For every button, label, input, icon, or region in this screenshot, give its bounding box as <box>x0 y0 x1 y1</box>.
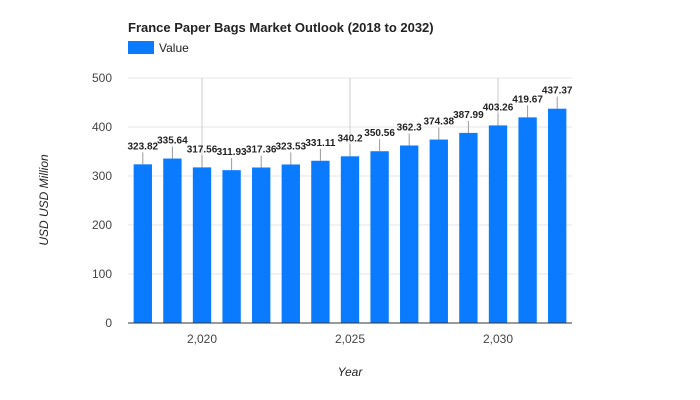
y-tick-label-0: 0 <box>105 316 112 330</box>
bar-2029 <box>459 132 478 323</box>
data-label-2032: 437.37 <box>542 86 573 97</box>
bar-2024 <box>311 160 330 323</box>
y-tick-label-200: 200 <box>92 218 112 232</box>
legend-swatch-value <box>128 41 154 54</box>
y-tick-label-100: 100 <box>92 267 112 281</box>
x-axis-title: Year <box>338 365 364 379</box>
data-label-2026: 350.56 <box>364 128 395 139</box>
data-label-2020: 317.56 <box>187 144 218 155</box>
y-axis-title: USD USD Million <box>37 154 51 246</box>
x-tick-label-2030: 2,030 <box>483 332 513 346</box>
x-tick-label-2020: 2,020 <box>187 332 217 346</box>
bar-2031 <box>518 117 537 324</box>
chart-title: France Paper Bags Market Outlook (2018 t… <box>128 20 434 35</box>
data-label-2030: 403.26 <box>483 102 514 113</box>
y-tick-label-400: 400 <box>92 120 112 134</box>
data-label-2019: 335.64 <box>157 136 188 147</box>
data-label-2018: 323.82 <box>128 141 159 152</box>
data-label-2022: 317.36 <box>246 144 277 155</box>
bar-2026 <box>370 151 389 323</box>
y-tick-label-300: 300 <box>92 169 112 183</box>
x-axis-ticks: 2,020 2,025 2,030 <box>187 332 513 346</box>
y-tick-label-500: 500 <box>92 71 112 85</box>
data-label-2024: 331.11 <box>305 138 335 149</box>
data-label-2023: 323.53 <box>276 141 307 152</box>
x-tick-label-2025: 2,025 <box>335 332 365 346</box>
data-label-2031: 419.67 <box>512 94 543 105</box>
legend-label-value: Value <box>159 41 189 55</box>
y-axis-ticks: 0 100 200 300 400 500 <box>92 71 112 330</box>
bar-2020 <box>192 167 212 323</box>
bar-2025 <box>340 156 360 323</box>
data-label-2027: 362.3 <box>397 122 422 133</box>
data-label-2025: 340.2 <box>337 133 362 144</box>
legend: Value <box>128 41 189 55</box>
bar-2028 <box>429 139 448 323</box>
bar-2030 <box>488 125 508 323</box>
bar-2022 <box>252 167 271 323</box>
bar-2032 <box>548 108 567 324</box>
bars <box>133 108 567 324</box>
bar-2023 <box>281 164 300 323</box>
data-label-2029: 387.99 <box>453 110 484 121</box>
bar-2019 <box>163 158 182 323</box>
data-label-2028: 374.38 <box>424 117 455 128</box>
data-label-2021: 311.93 <box>217 147 247 158</box>
bar-2027 <box>400 145 419 323</box>
bar-2018 <box>133 164 152 323</box>
bar-2021 <box>222 170 241 323</box>
